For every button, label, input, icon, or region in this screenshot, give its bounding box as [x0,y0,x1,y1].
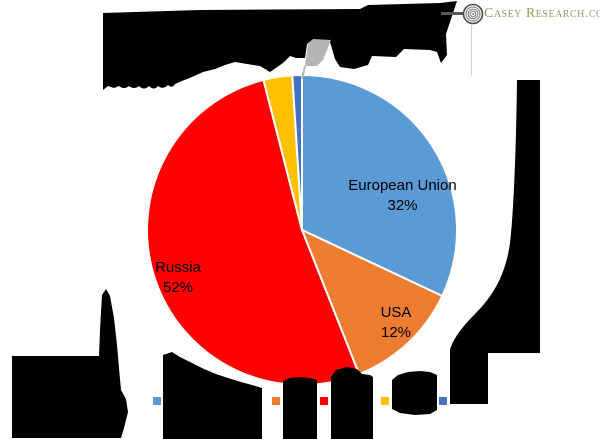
logo-vertical-line [471,23,472,76]
concentric-rings-icon [462,3,484,25]
legend-marker-russia [320,397,328,405]
obscured-blob-bottom-left [12,289,128,438]
logo-connector-line [441,12,463,15]
obscured-blob-right-column [450,80,540,404]
obscured-title-blob [103,1,457,90]
pie-slice-usa [301,229,444,376]
legend-marker-slice-4 [381,397,389,405]
casey-research-logo[interactable]: Casey Research.com [462,3,600,25]
callout-leader-line [301,65,306,80]
obscured-legend-label-blob-1 [163,352,262,439]
obscured-legend-label-blob-3 [331,367,373,439]
pie-slice-european-union [301,74,458,297]
slice-label-european-union: European Union 32% [330,176,475,216]
slice-label-russia: Russia 52% [140,258,216,298]
obscured-legend-label-blob-2 [283,377,317,439]
slice-label-pct: 12% [380,324,412,341]
logo-text: Casey Research.com [484,6,600,21]
slice-label-name: Russia [155,259,201,276]
callout-pointer [305,39,331,66]
slice-label-name: European Union [348,177,457,194]
slice-label-pct: 32% [387,197,418,214]
slice-label-usa: USA 12% [358,303,434,343]
slice-label-pct: 52% [162,279,194,296]
legend-marker-usa [272,397,280,405]
obscured-legend-label-blob-4 [392,371,437,415]
legend-marker-european-union [153,397,161,405]
legend-marker-slice-5 [439,397,447,405]
slice-label-name: USA [380,304,412,321]
